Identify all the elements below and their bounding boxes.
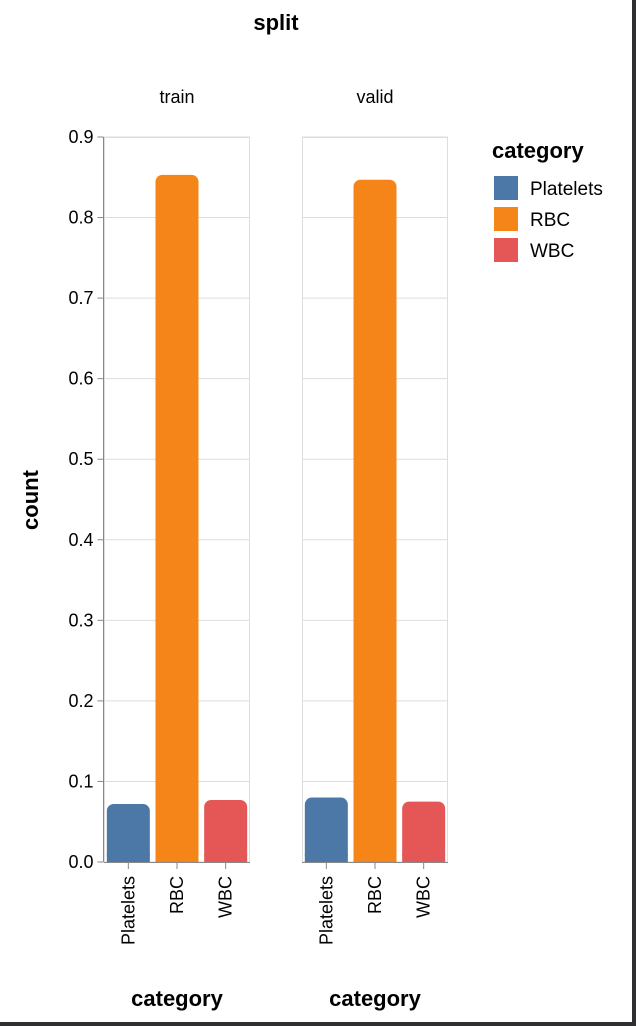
y-tick-label: 0.7	[68, 288, 93, 308]
facet-panel-train: train Platelets RBC WBC category	[104, 87, 250, 1011]
facet-panel-valid: valid Platelets RBC WBC category	[302, 87, 448, 1011]
legend-title: category	[492, 138, 584, 163]
y-tick-label: 0.9	[68, 127, 93, 147]
bar-valid-platelets	[304, 797, 348, 862]
legend: category Platelets RBC WBC	[492, 138, 603, 262]
bar-base-train-platelets	[106, 854, 150, 862]
bar-base-valid-wbc	[402, 854, 446, 862]
y-tick-label: 0.4	[68, 530, 93, 550]
x-tick-label: RBC	[167, 876, 187, 914]
y-tick-label: 0.2	[68, 691, 93, 711]
x-axis-title: category	[329, 986, 421, 1011]
x-axis-title: category	[131, 986, 223, 1011]
facet-label: train	[159, 87, 194, 107]
legend-label-rbc: RBC	[530, 210, 570, 231]
legend-swatch-wbc	[494, 238, 518, 262]
legend-label-platelets: Platelets	[530, 179, 603, 200]
bar-base-train-wbc	[204, 854, 248, 862]
x-tick-label: WBC	[414, 876, 434, 918]
bar-base-train-rbc	[155, 854, 199, 862]
facet-label: valid	[356, 87, 393, 107]
y-tick-label: 0.3	[68, 610, 93, 630]
bar-train-rbc	[155, 174, 199, 863]
chart-title: split	[253, 10, 299, 35]
y-tick-label: 0.1	[68, 771, 93, 791]
bar-valid-rbc	[353, 179, 397, 862]
bar-base-valid-platelets	[304, 854, 348, 862]
x-tick-label: WBC	[216, 876, 236, 918]
x-tick-label: Platelets	[118, 876, 138, 945]
bar-train-wbc	[204, 799, 248, 862]
x-tick-label: Platelets	[316, 876, 336, 945]
bar-valid-wbc	[402, 801, 446, 862]
bar-base-valid-rbc	[353, 854, 397, 862]
facet-panels: train Platelets RBC WBC category valid Platele…	[68, 87, 448, 1011]
legend-swatch-rbc	[494, 207, 518, 231]
y-tick-label: 0.5	[68, 449, 93, 469]
y-tick-label: 0.6	[68, 369, 93, 389]
legend-swatch-platelets	[494, 176, 518, 200]
y-tick-label: 0.0	[68, 852, 93, 872]
y-axis: 0.0 0.1 0.2 0.3 0.4 0.5 0.6 0.7 0.8 0.9	[68, 127, 104, 872]
y-tick-label: 0.8	[68, 208, 93, 228]
legend-label-wbc: WBC	[530, 241, 574, 262]
bar-train-platelets	[106, 804, 150, 862]
y-axis-title: count	[18, 469, 43, 530]
x-tick-label: RBC	[365, 876, 385, 914]
